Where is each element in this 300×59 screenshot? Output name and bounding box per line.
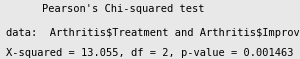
Text: Pearson's Chi-squared test: Pearson's Chi-squared test — [42, 4, 205, 14]
Text: data:  Arthritis\$Treatment and Arthritis\$Improved: data: Arthritis\$Treatment and Arthritis… — [6, 28, 300, 38]
Text: X-squared = 13.055, df = 2, p-value = 0.001463: X-squared = 13.055, df = 2, p-value = 0.… — [6, 48, 293, 58]
